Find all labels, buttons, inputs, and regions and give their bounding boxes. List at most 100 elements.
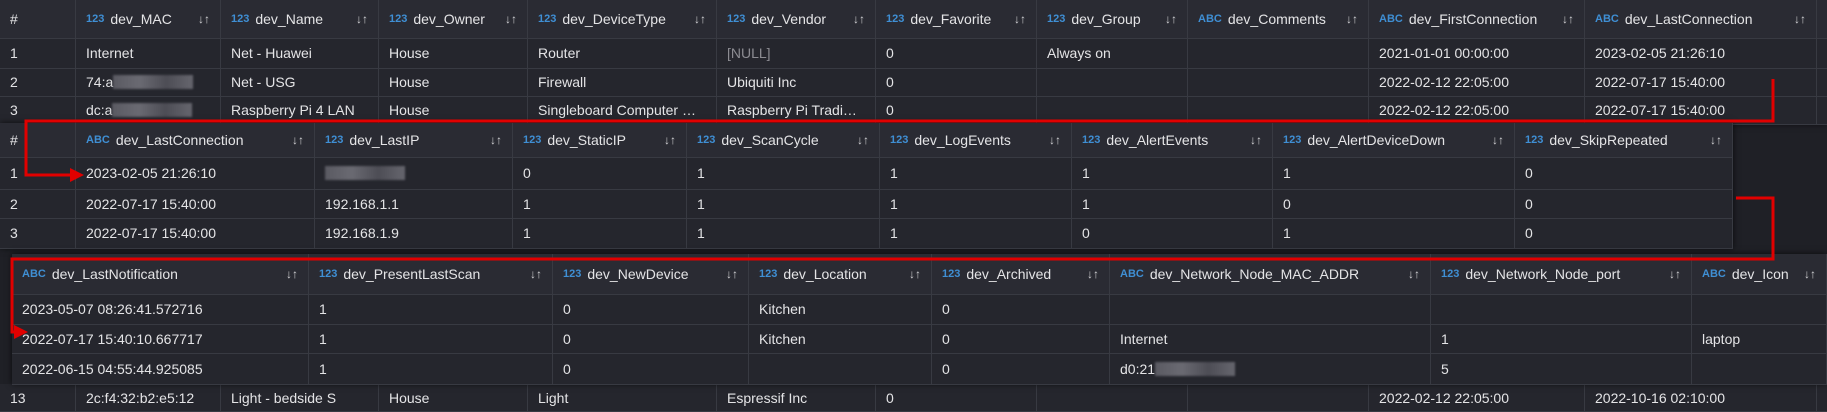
table-cell[interactable]: 0: [1072, 218, 1273, 248]
column-header-dev_Network_Node_MAC_ADDR[interactable]: ABC dev_Network_Node_MAC_ADDR ↓↑: [1110, 254, 1431, 294]
table-cell[interactable]: 2c:f4:32:b2:e5:12: [76, 384, 221, 411]
sort-arrows-icon[interactable]: ↓↑: [490, 133, 502, 147]
table-cell[interactable]: 192.168.1.1: [315, 189, 513, 218]
table-cell[interactable]: Raspberry Pi Tradi…: [717, 96, 876, 124]
table-cell[interactable]: [1692, 294, 1827, 324]
sort-arrows-icon[interactable]: ↓↑: [1014, 12, 1026, 26]
table-cell[interactable]: [315, 157, 513, 189]
table-cell[interactable]: 1: [880, 218, 1072, 248]
table-cell[interactable]: Light: [528, 384, 717, 411]
table-cell[interactable]: 1: [0, 157, 76, 189]
table-cell[interactable]: Ubiquiti Inc: [717, 68, 876, 96]
sort-arrows-icon[interactable]: ↓↑: [356, 12, 368, 26]
sort-arrows-icon[interactable]: ↓↑: [1346, 12, 1358, 26]
column-header-dev_Location[interactable]: 123 dev_Location ↓↑: [749, 254, 932, 294]
table-cell[interactable]: 1: [1273, 157, 1515, 189]
table-cell[interactable]: 0: [876, 68, 1037, 96]
table-cell[interactable]: 2023-02-05 21:26:10: [1585, 38, 1817, 68]
table-cell[interactable]: 0: [876, 96, 1037, 124]
table-cell[interactable]: 74:a: [76, 68, 221, 96]
table-cell[interactable]: 1: [0, 38, 76, 68]
table-cell[interactable]: [1037, 96, 1188, 124]
table-cell[interactable]: Net - Huawei: [221, 38, 379, 68]
sort-arrows-icon[interactable]: ↓↑: [664, 133, 676, 147]
column-header-dev_Network_Node_port[interactable]: 123 dev_Network_Node_port ↓↑: [1431, 254, 1692, 294]
table-cell[interactable]: 0: [876, 38, 1037, 68]
sort-arrows-icon[interactable]: ↓↑: [857, 133, 869, 147]
sort-arrows-icon[interactable]: ↓↑: [1669, 267, 1681, 281]
table-cell[interactable]: Firewall: [528, 68, 717, 96]
table-cell[interactable]: [749, 353, 932, 384]
table-cell[interactable]: 1: [1273, 218, 1515, 248]
table-cell[interactable]: 1: [687, 189, 880, 218]
table-cell[interactable]: Light - bedside S: [221, 384, 379, 411]
column-header-rownum[interactable]: #: [0, 0, 76, 38]
table-cell[interactable]: Internet: [76, 38, 221, 68]
table-cell[interactable]: 0: [1515, 189, 1733, 218]
column-header-dev_FirstConnection[interactable]: ABC dev_FirstConnection ↓↑: [1369, 0, 1585, 38]
table-cell[interactable]: 2023-02-05 21:26:10: [76, 157, 315, 189]
table-cell[interactable]: 0: [513, 157, 687, 189]
table-cell[interactable]: 1: [309, 353, 553, 384]
sort-arrows-icon[interactable]: ↓↑: [1250, 133, 1262, 147]
table-cell[interactable]: Router: [528, 38, 717, 68]
column-header-dev_AlertEvents[interactable]: 123 dev_AlertEvents ↓↑: [1072, 123, 1273, 157]
table-cell[interactable]: 2: [0, 189, 76, 218]
sort-arrows-icon[interactable]: ↓↑: [505, 12, 517, 26]
table-cell[interactable]: 0: [1515, 218, 1733, 248]
sort-arrows-icon[interactable]: ↓↑: [286, 267, 298, 281]
sort-arrows-icon[interactable]: ↓↑: [1165, 12, 1177, 26]
table-cell[interactable]: 2022-02-12 22:05:00: [1369, 68, 1585, 96]
column-header-dev_NewDevice[interactable]: 123 dev_NewDevice ↓↑: [553, 254, 749, 294]
table-cell[interactable]: 2022-07-17 15:40:00: [1585, 96, 1817, 124]
table-cell[interactable]: 2022-07-17 15:40:00: [76, 218, 315, 248]
table-cell[interactable]: 0: [932, 294, 1110, 324]
sort-arrows-icon[interactable]: ↓↑: [1794, 12, 1806, 26]
table-cell[interactable]: [1037, 68, 1188, 96]
column-header-dev_Name[interactable]: 123 dev_Name ↓↑: [221, 0, 379, 38]
sort-arrows-icon[interactable]: ↓↑: [1408, 267, 1420, 281]
table-cell[interactable]: 1: [1431, 324, 1692, 353]
column-header-dev_Icon[interactable]: ABC dev_Icon ↓↑: [1692, 254, 1827, 294]
table-cell[interactable]: 1: [880, 157, 1072, 189]
table-cell[interactable]: 2023-05-07 08:26:41.572716: [12, 294, 309, 324]
column-header-dev_Favorite[interactable]: 123 dev_Favorite ↓↑: [876, 0, 1037, 38]
column-header-dev_StaticIP[interactable]: 123 dev_StaticIP ↓↑: [513, 123, 687, 157]
table-cell[interactable]: [NULL]: [717, 38, 876, 68]
table-cell[interactable]: Always on: [1037, 38, 1188, 68]
table-cell[interactable]: Kitchen: [749, 294, 932, 324]
column-header-dev_LastConnection[interactable]: ABC dev_LastConnection ↓↑: [1585, 0, 1817, 38]
table-cell[interactable]: 192.168.1.9: [315, 218, 513, 248]
column-header-dev_LogEvents[interactable]: 123 dev_LogEvents ↓↑: [880, 123, 1072, 157]
sort-arrows-icon[interactable]: ↓↑: [198, 12, 210, 26]
table-cell[interactable]: 2021-01-01 00:00:00: [1369, 38, 1585, 68]
table-cell[interactable]: House: [379, 38, 528, 68]
table-cell[interactable]: 0: [932, 353, 1110, 384]
table-cell[interactable]: 0: [553, 294, 749, 324]
column-header-dev_ScanCycle[interactable]: 123 dev_ScanCycle ↓↑: [687, 123, 880, 157]
column-header-dev_Comments[interactable]: ABC dev_Comments ↓↑: [1188, 0, 1369, 38]
column-header-dev_Vendor[interactable]: 123 dev_Vendor ↓↑: [717, 0, 876, 38]
table-cell[interactable]: 2022-07-17 15:40:10.667717: [12, 324, 309, 353]
sort-arrows-icon[interactable]: ↓↑: [853, 12, 865, 26]
table-cell[interactable]: 0: [1273, 189, 1515, 218]
table-cell[interactable]: [1188, 384, 1369, 411]
table-cell[interactable]: 0: [1515, 157, 1733, 189]
column-header-dev_LastConnection[interactable]: ABC dev_LastConnection ↓↑: [76, 123, 315, 157]
column-header-rownum[interactable]: #: [0, 123, 76, 157]
table-cell[interactable]: [1431, 294, 1692, 324]
sort-arrows-icon[interactable]: ↓↑: [1562, 12, 1574, 26]
table-cell[interactable]: Raspberry Pi 4 LAN: [221, 96, 379, 124]
table-cell[interactable]: House: [379, 96, 528, 124]
table-cell[interactable]: House: [379, 68, 528, 96]
table-cell[interactable]: Kitchen: [749, 324, 932, 353]
table-cell[interactable]: [1188, 38, 1369, 68]
sort-arrows-icon[interactable]: ↓↑: [530, 267, 542, 281]
table-cell[interactable]: [1692, 353, 1827, 384]
sort-arrows-icon[interactable]: ↓↑: [909, 267, 921, 281]
table-cell[interactable]: Singleboard Computer …: [528, 96, 717, 124]
column-header-dev_LastNotification[interactable]: ABC dev_LastNotification ↓↑: [12, 254, 309, 294]
table-cell[interactable]: 2022-02-12 22:05:00: [1369, 384, 1585, 411]
column-header-dev_PresentLastScan[interactable]: 123 dev_PresentLastScan ↓↑: [309, 254, 553, 294]
sort-arrows-icon[interactable]: ↓↑: [1804, 267, 1816, 281]
